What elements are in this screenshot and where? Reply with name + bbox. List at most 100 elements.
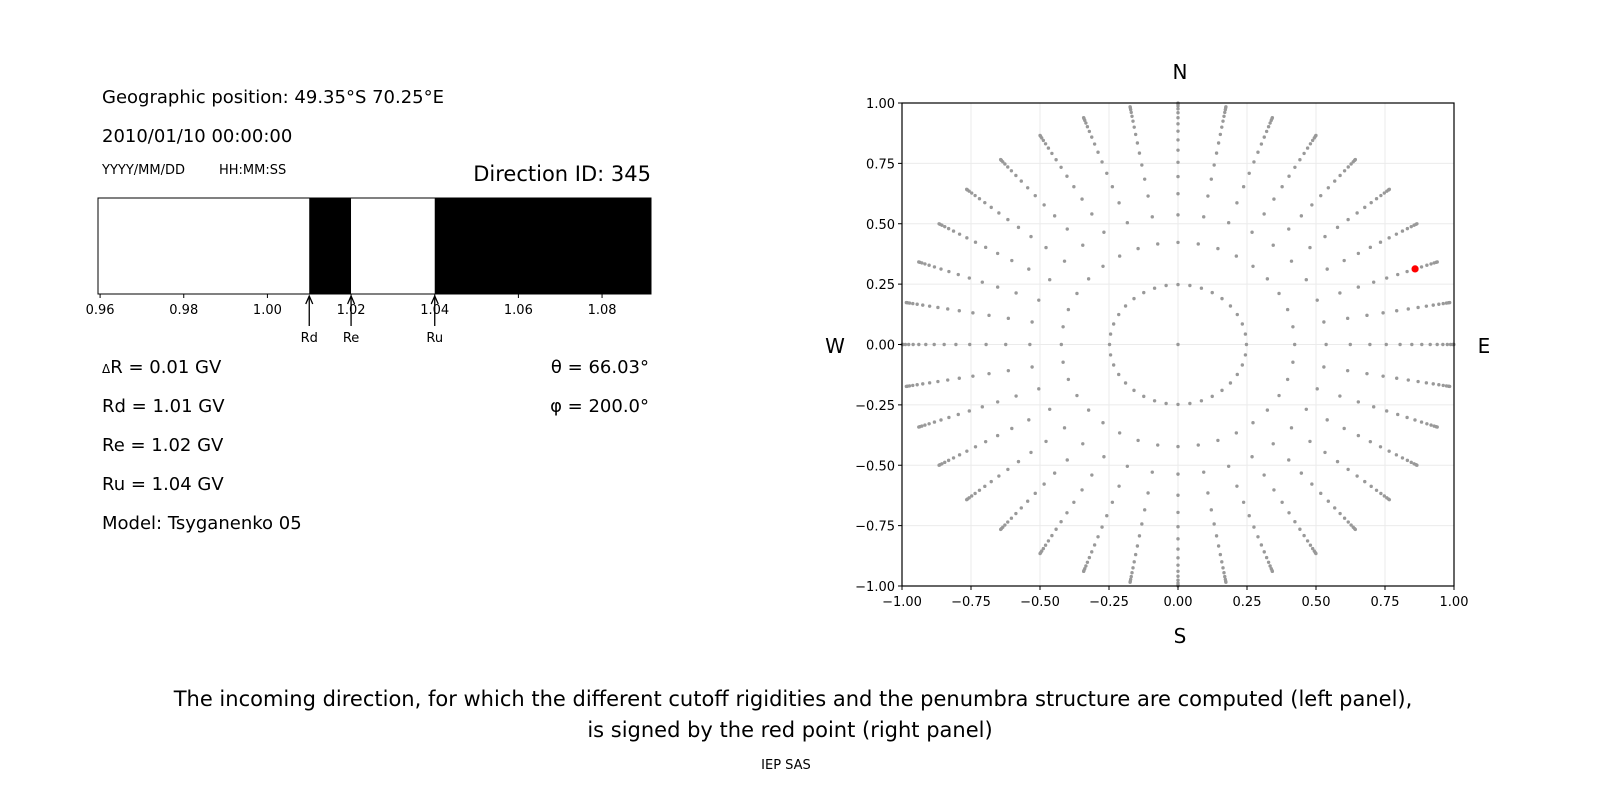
direction-point [1216,544,1221,548]
direction-point [1054,158,1058,162]
direction-point [1348,342,1352,347]
direction-point [1299,471,1304,475]
direction-point [995,285,1000,289]
direction-point [1142,290,1146,295]
direction-point [1314,133,1318,138]
direction-point [1429,423,1433,427]
direction-point [1424,304,1429,308]
direction-point [1132,560,1136,564]
ru-value: Ru = 1.04 GV [102,474,224,495]
direction-point [1038,551,1042,556]
caption-line-2: is signed by the red point (right panel) [587,718,992,742]
direction-point [1006,165,1010,169]
direction-point [1425,422,1429,426]
direction-point [1325,267,1329,271]
direction-point [1137,151,1142,155]
direction-point [1019,179,1023,183]
direction-point [923,423,927,427]
direction-point [1268,121,1272,125]
direction-point [1176,111,1180,115]
direction-point [1030,365,1034,369]
direction-point [1080,197,1084,201]
direction-point [1046,539,1051,543]
direction-point [1395,309,1399,313]
direction-point [924,342,928,347]
direction-point [983,439,988,444]
direction-point [1326,186,1331,190]
direction-point [1176,240,1180,245]
direction-point [1090,473,1094,477]
direction-point [1059,519,1063,524]
direction-point [1110,185,1115,189]
direction-point [1117,201,1121,205]
direction-point [1028,342,1032,347]
direction-point [1100,525,1104,529]
direction-point [1218,132,1223,137]
direction-point [1365,371,1369,376]
direction-point [1052,471,1057,475]
direction-point [1108,353,1113,357]
direction-point [1310,203,1314,207]
marker-label-ru: Ru [426,331,443,346]
direction-point [977,197,982,201]
direction-point [1033,193,1037,198]
direction-point [1102,230,1106,234]
direction-point [1014,511,1018,516]
direction-point [1086,408,1091,412]
strip-segment-forbidden [351,198,435,294]
direction-point [1447,384,1452,389]
direction-point [1384,409,1389,413]
direction-point [1264,555,1269,560]
direction-point [1108,332,1113,336]
direction-point [1092,543,1097,547]
direction-point [1298,158,1302,162]
direction-point [1251,264,1255,268]
direction-point [1025,186,1030,190]
direction-point [1268,564,1272,568]
direction-point [1226,464,1231,469]
direction-point [1299,214,1304,218]
direction-point [1107,342,1112,347]
direction-point [1176,444,1180,449]
direction-point [1033,491,1037,496]
direction-point [1176,129,1180,133]
direction-point [1308,543,1313,547]
direction-point [946,378,950,382]
direction-point [1305,146,1310,150]
direction-point [1214,534,1219,538]
direction-point [1335,225,1340,230]
direction-point [1243,353,1248,357]
direction-point [1435,260,1439,264]
direction-point [1176,122,1180,126]
direction-point [942,342,946,347]
direction-point [951,229,956,233]
direction-point [1413,418,1417,422]
direction-point [965,236,969,240]
x-tick-label: −1.00 [882,595,922,610]
direction-point [1212,522,1216,526]
direction-point [1050,533,1054,538]
direction-point [1384,276,1389,280]
direction-point [1346,520,1350,524]
direction-point [1280,500,1284,505]
direction-point [1240,322,1245,326]
direction-point [983,484,987,489]
direction-point [1244,342,1249,347]
direction-point [1400,229,1405,233]
direction-point [1066,307,1071,312]
direction-point [1342,516,1347,520]
direction-point [983,200,987,205]
delta-r-value: ΔR = 0.01 GV [102,357,222,378]
direction-point [1065,458,1069,462]
direction-point [965,449,969,453]
direction-point [1271,243,1275,247]
direction-point [1176,174,1180,179]
direction-point [1135,141,1140,145]
direction-point [1387,187,1392,192]
direction-point [1123,381,1128,385]
direction-point [1085,560,1090,564]
direction-point [1355,211,1359,215]
direction-point [1125,220,1130,225]
direction-point [1140,522,1144,526]
